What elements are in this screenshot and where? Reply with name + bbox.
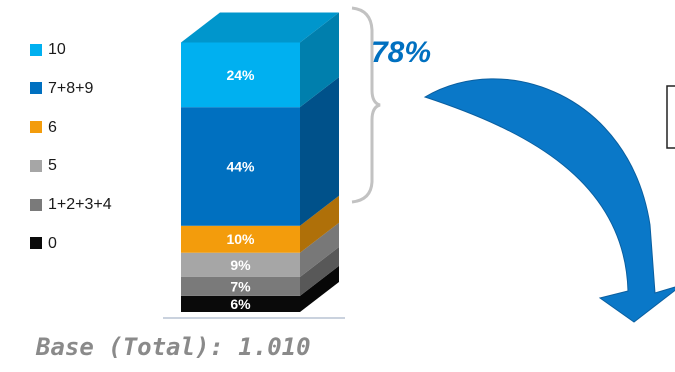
callout-box [666, 85, 675, 149]
legend-item-7-8-9: 7+8+9 [30, 79, 112, 97]
curved-arrow-icon [423, 78, 675, 323]
bar-segment-10 [181, 42, 300, 108]
data-label-5: 9% [230, 257, 251, 273]
legend-swatch-5 [30, 159, 42, 172]
legend-item-6: 6 [30, 118, 112, 136]
legend-label-0: 0 [48, 234, 57, 252]
legend-swatch-10 [30, 43, 42, 56]
legend-label-7-8-9: 7+8+9 [48, 79, 94, 97]
brace-percentage: 78% [371, 36, 431, 69]
legend-item-5: 5 [30, 157, 112, 175]
legend-label-5: 5 [48, 157, 57, 175]
bar-top-face [181, 12, 339, 43]
bar-side-10 [300, 12, 339, 108]
bar-segment-5 [181, 252, 300, 277]
legend-item-10: 10 [30, 41, 112, 58]
bar-side-7-8-9 [300, 77, 339, 226]
bar-side-5 [300, 222, 339, 277]
base-total-note: Base (Total): 1.010 [36, 333, 311, 361]
legend-label-1-2-3-4: 1+2+3+4 [48, 196, 112, 214]
legend-swatch-1-2-3-4 [30, 198, 42, 211]
bar-segment-1-2-3-4 [181, 276, 300, 296]
bar-side-6 [300, 195, 339, 253]
legend-item-0: 0 [30, 234, 112, 252]
bar-side-0 [300, 265, 339, 312]
data-label-1-2-3-4: 7% [230, 278, 251, 294]
bar-segment-6 [181, 225, 300, 253]
data-label-6: 10% [226, 231, 255, 247]
legend-item-1-2-3-4: 1+2+3+4 [30, 196, 112, 214]
brace-icon [351, 6, 381, 204]
chart-legend: 10 7+8+9 6 5 1+2+3+4 0 [30, 42, 112, 275]
data-label-0: 6% [230, 296, 251, 312]
legend-swatch-6 [30, 121, 42, 134]
legend-swatch-7-8-9 [30, 82, 42, 95]
legend-label-10: 10 [48, 41, 66, 58]
bar-side-1-2-3-4 [300, 246, 339, 296]
legend-swatch-0 [30, 237, 42, 250]
data-label-10: 24% [226, 67, 255, 83]
bar-segment-7-8-9 [181, 107, 300, 226]
legend-label-6: 6 [48, 118, 57, 136]
stacked-bar: 6% 7% 9% 10% 44% 24% [181, 12, 339, 312]
bar-segment-0 [181, 295, 300, 312]
data-label-7-8-9: 44% [226, 158, 255, 174]
